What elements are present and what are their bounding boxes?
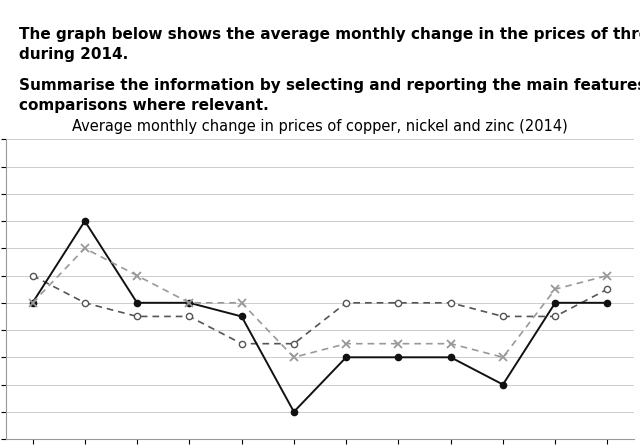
Text: Summarise the information by selecting and reporting the main features, and make: Summarise the information by selecting a…	[19, 78, 640, 113]
Text: The graph below shows the average monthly change in the prices of three metals
d: The graph below shows the average monthl…	[19, 27, 640, 62]
Title: Average monthly change in prices of copper, nickel and zinc (2014): Average monthly change in prices of copp…	[72, 119, 568, 134]
